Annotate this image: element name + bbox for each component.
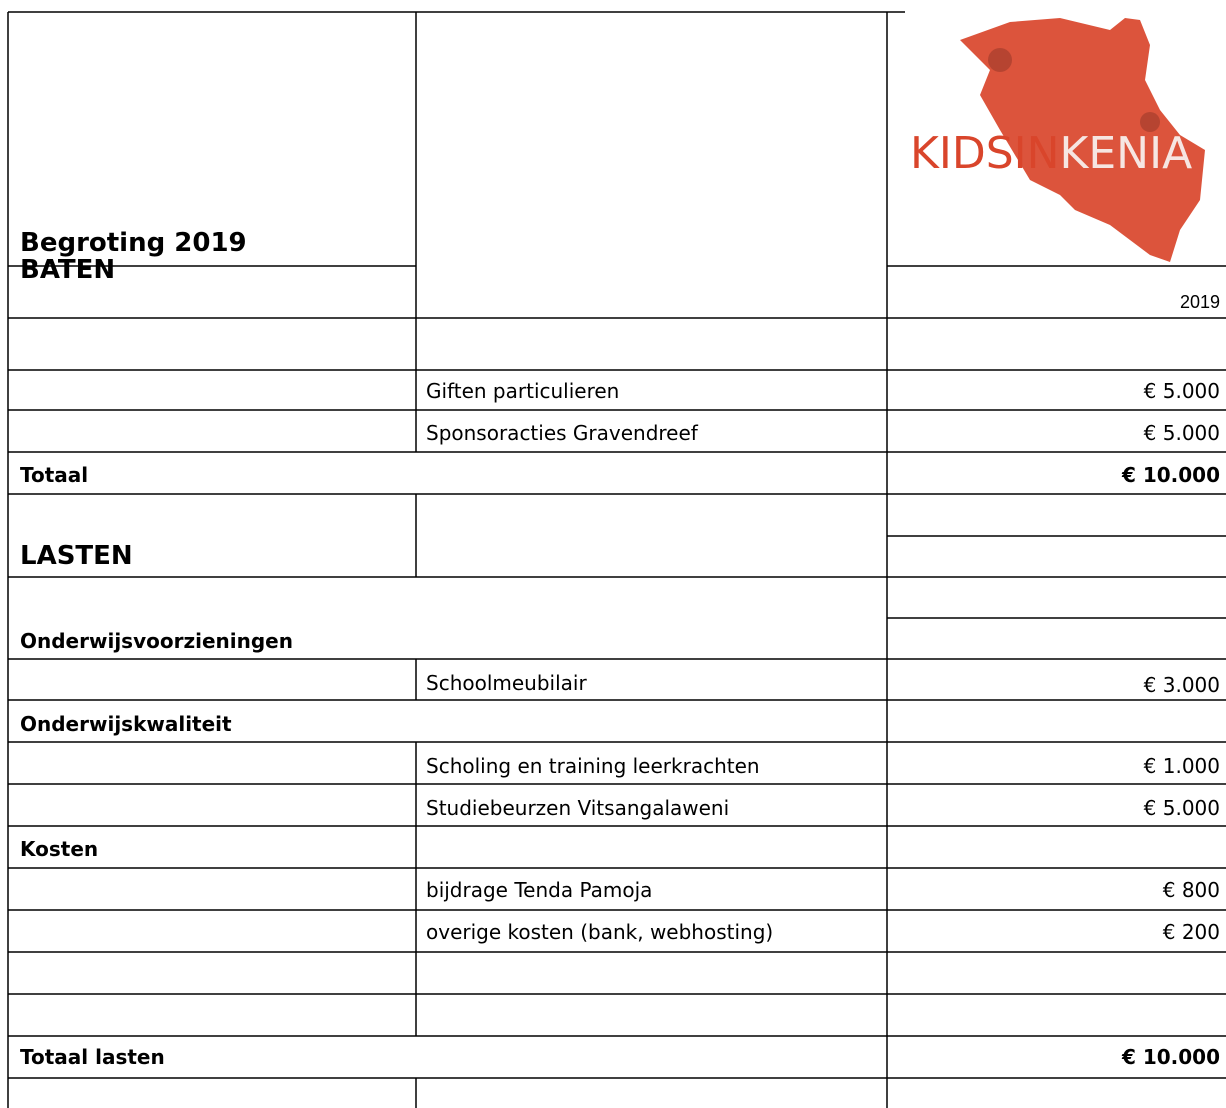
- item-label: Sponsoracties Gravendreef: [426, 421, 698, 445]
- logo-text-part: KENIA: [1060, 128, 1193, 179]
- total-label: Totaal lasten: [20, 1045, 165, 1069]
- total-amount: € 10.000: [1121, 463, 1220, 487]
- logo-figure: [988, 48, 1012, 72]
- logo-text-part: KIDSIN: [910, 128, 1060, 179]
- item-label: Giften particulieren: [426, 379, 620, 403]
- item-label: overige kosten (bank, webhosting): [426, 920, 774, 944]
- section-heading: BATEN: [20, 255, 116, 285]
- item-label: Schoolmeubilair: [426, 671, 587, 695]
- year: 2019: [1179, 292, 1220, 312]
- item-amount: € 5.000: [1143, 796, 1220, 820]
- item-label: bijdrage Tenda Pamoja: [426, 878, 653, 902]
- item-amount: € 800: [1162, 878, 1220, 902]
- group-name: Kosten: [20, 837, 99, 861]
- total-label: Totaal: [20, 463, 89, 487]
- group-name: Onderwijsvoorzieningen: [20, 629, 293, 653]
- logo-figure: [1140, 112, 1160, 132]
- group-name: Onderwijskwaliteit: [20, 712, 232, 736]
- item-label: Studiebeurzen Vitsangalaweni: [426, 796, 730, 820]
- section-heading: LASTEN: [20, 541, 133, 571]
- item-amount: € 5.000: [1143, 421, 1220, 445]
- logo: KIDSINKENIA: [910, 18, 1205, 262]
- logo-text: KIDSINKENIA: [910, 128, 1192, 179]
- grid-lines: [7, 11, 1226, 1108]
- logo-shape: [960, 18, 1205, 262]
- total-amount: € 10.000: [1121, 1045, 1220, 1069]
- item-amount: € 5.000: [1143, 379, 1220, 403]
- item-amount: € 200: [1162, 920, 1220, 944]
- item-amount: € 1.000: [1143, 754, 1220, 778]
- item-amount: € 3.000: [1143, 673, 1220, 697]
- title: Begroting 2019: [20, 228, 247, 258]
- item-label: Scholing en training leerkrachten: [426, 754, 760, 778]
